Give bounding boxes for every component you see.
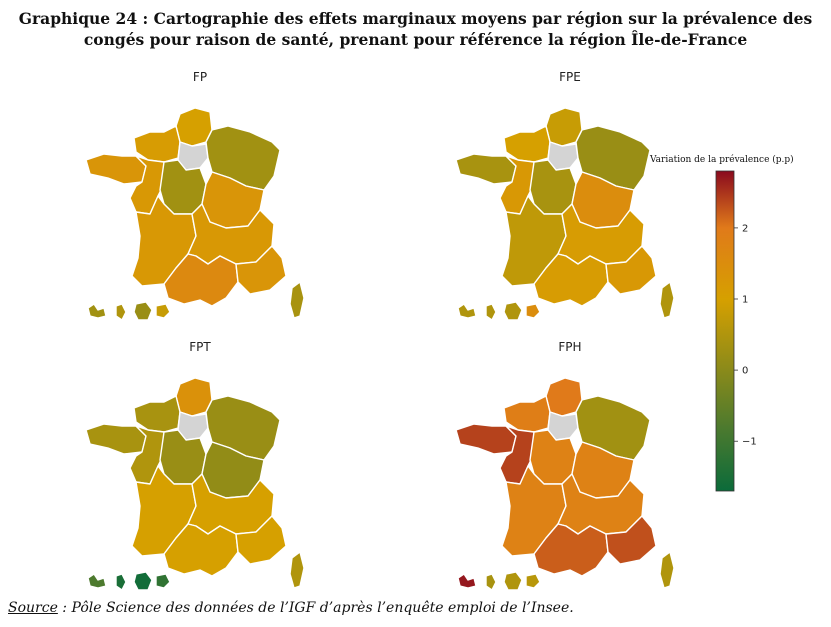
region-guadeloupe bbox=[457, 303, 477, 319]
colorbar-title: Variation de la prévalence (p.p) bbox=[650, 155, 794, 165]
colorbar-gradient bbox=[715, 170, 735, 492]
map-fpt bbox=[85, 377, 305, 591]
region-provence-alpes-cote-d-azur bbox=[235, 245, 287, 295]
region-martinique bbox=[485, 303, 497, 321]
region-bretagne bbox=[455, 153, 517, 185]
region-normandie bbox=[133, 125, 181, 163]
region-martinique bbox=[115, 303, 127, 321]
region-provence-alpes-cote-d-azur bbox=[605, 245, 657, 295]
region-corse bbox=[289, 551, 305, 589]
colorbar-legend: Variation de la prévalence (p.p) −1 0 1 2 bbox=[650, 155, 810, 500]
source-label: Source bbox=[8, 600, 58, 616]
region-normandie bbox=[133, 395, 181, 433]
map-fp bbox=[85, 107, 305, 321]
region-guadeloupe bbox=[457, 573, 477, 589]
region-provence-alpes-cote-d-azur bbox=[235, 515, 287, 565]
region-centre-val-de-loire bbox=[529, 429, 577, 485]
chart-title: Graphique 24 : Cartographie des effets m… bbox=[0, 8, 831, 50]
region-corse bbox=[289, 281, 305, 319]
region-provence-alpes-cote-d-azur bbox=[605, 515, 657, 565]
map-panel-fpe: FPE bbox=[430, 70, 710, 321]
region-centre-val-de-loire bbox=[159, 429, 207, 485]
colorbar-tick-label: 1 bbox=[742, 295, 748, 306]
region-corse bbox=[659, 551, 675, 589]
region-guyane bbox=[503, 301, 523, 321]
region-centre-val-de-loire bbox=[529, 159, 577, 215]
region-centre-val-de-loire bbox=[159, 159, 207, 215]
region-la-reunion bbox=[155, 303, 171, 319]
colorbar: −1 0 1 2 bbox=[715, 170, 757, 492]
colorbar-tick-label: −1 bbox=[742, 437, 757, 448]
region-bretagne bbox=[85, 423, 147, 455]
map-panel-fph: FPH bbox=[430, 340, 710, 591]
region-guadeloupe bbox=[87, 573, 107, 589]
map-title: FPT bbox=[189, 340, 211, 354]
map-fph bbox=[455, 377, 675, 591]
region-guyane bbox=[503, 571, 523, 591]
region-normandie bbox=[503, 395, 551, 433]
region-martinique bbox=[115, 573, 127, 591]
map-title: FPH bbox=[558, 340, 582, 354]
region-guyane bbox=[133, 301, 153, 321]
region-normandie bbox=[503, 125, 551, 163]
region-guadeloupe bbox=[87, 303, 107, 319]
region-la-reunion bbox=[525, 573, 541, 589]
region-la-reunion bbox=[525, 303, 541, 319]
map-fpe bbox=[455, 107, 675, 321]
source-note: Source : Pôle Science des données de l’I… bbox=[8, 600, 574, 616]
colorbar-tick-label: 0 bbox=[742, 366, 748, 377]
map-panel-fp: FP bbox=[60, 70, 340, 321]
region-corse bbox=[659, 281, 675, 319]
region-bretagne bbox=[85, 153, 147, 185]
region-la-reunion bbox=[155, 573, 171, 589]
map-title: FP bbox=[192, 70, 208, 84]
region-bretagne bbox=[455, 423, 517, 455]
source-text: : Pôle Science des données de l’IGF d’ap… bbox=[57, 600, 574, 616]
colorbar-tick-label: 2 bbox=[742, 223, 748, 234]
map-panel-fpt: FPT bbox=[60, 340, 340, 591]
chart-title-line1: Graphique 24 : Cartographie des effets m… bbox=[18, 9, 813, 28]
chart-title-line2: congés pour raison de santé, prenant pou… bbox=[83, 30, 748, 49]
region-martinique bbox=[485, 573, 497, 591]
region-guyane bbox=[133, 571, 153, 591]
map-title: FPE bbox=[559, 70, 581, 84]
